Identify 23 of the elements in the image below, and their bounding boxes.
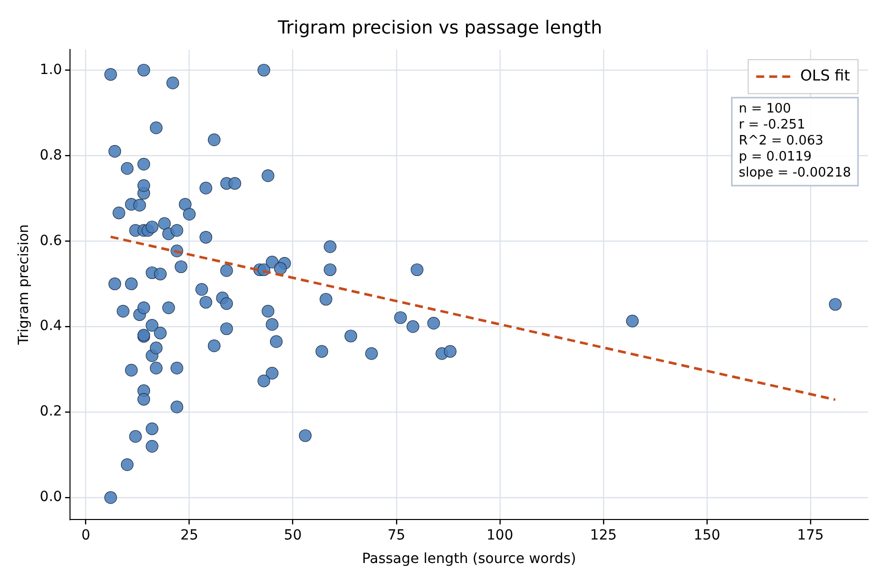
legend-label: OLS fit <box>800 66 850 84</box>
x-tick-label: 150 <box>694 527 720 544</box>
x-tick-label: 0 <box>81 527 90 544</box>
x-tick-label: 125 <box>590 527 617 544</box>
x-axis-title: Passage length (source words) <box>362 551 576 568</box>
y-tick-label: 0.8 <box>40 147 62 164</box>
y-tick-label: 0.4 <box>40 318 62 334</box>
annotation: slope = -0.00218 <box>738 165 852 180</box>
y-tick-label: 0.2 <box>40 404 62 420</box>
y-tick-label: 0.0 <box>40 489 62 506</box>
annotation: r = -0.251 <box>738 117 806 132</box>
y-tick-label: 1.0 <box>40 62 62 78</box>
x-tick-label: 175 <box>797 527 824 544</box>
y-axis-title: Trigram precision <box>16 224 32 346</box>
annotation: n = 100 <box>738 101 792 116</box>
x-tick-label: 50 <box>284 527 302 544</box>
y-tick-label: 0.6 <box>40 232 62 249</box>
x-tick-label: 100 <box>486 527 514 544</box>
x-tick-label: 25 <box>180 527 198 544</box>
annotation: p = 0.0119 <box>738 149 812 164</box>
x-tick-label: 75 <box>387 527 406 544</box>
chart-title: Trigram precision vs passage length <box>276 17 602 38</box>
annotation: R^2 = 0.063 <box>738 133 824 148</box>
